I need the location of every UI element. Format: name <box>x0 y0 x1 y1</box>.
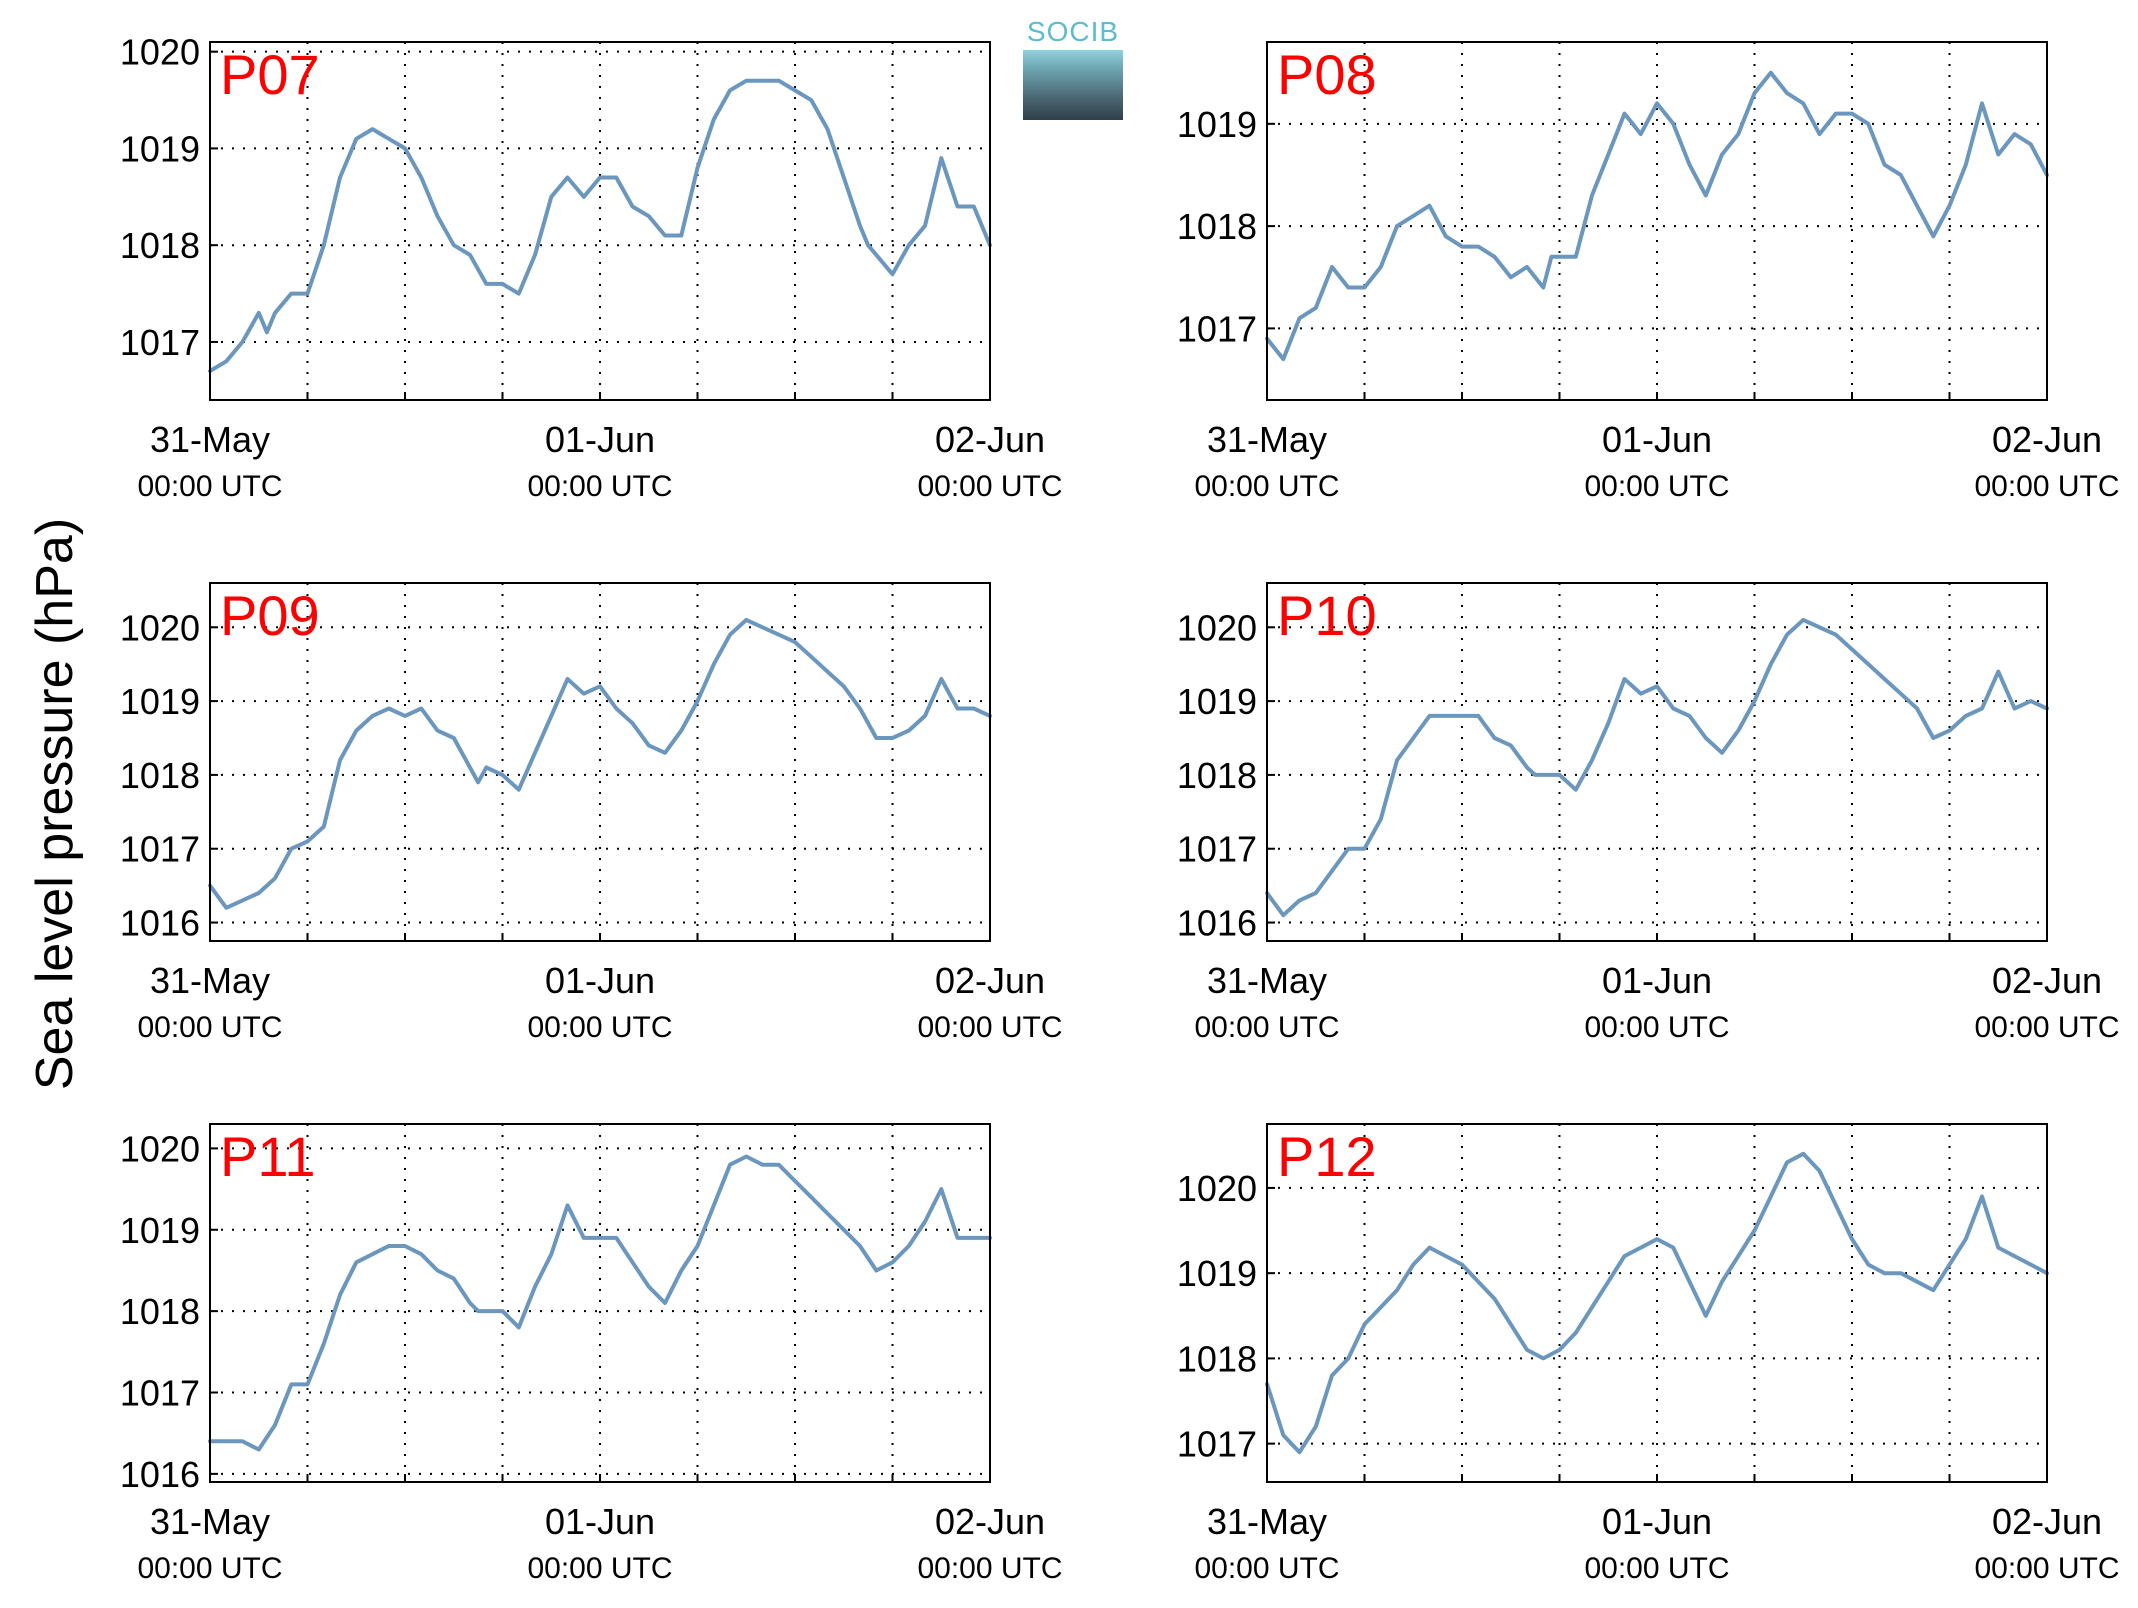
x-tick-label-time: 00:00 UTC <box>1194 470 1339 503</box>
x-tick-label-time: 00:00 UTC <box>137 1011 282 1044</box>
y-tick-label: 1019 <box>1177 681 1257 722</box>
x-tick-label-time: 00:00 UTC <box>527 470 672 503</box>
panel-p11: 1016 1017 1018 1019 1020 31-May 00:00 UTC 01-Ju… <box>120 1123 1063 1585</box>
series-line <box>1265 617 2049 918</box>
x-tick-label-time: 00:00 UTC <box>1194 1552 1339 1585</box>
series-line <box>208 78 992 373</box>
x-tick-label-date: 31-May <box>1207 419 1327 460</box>
x-tick-label-date: 31-May <box>1207 1501 1327 1542</box>
y-tick-label: 1019 <box>120 1210 200 1251</box>
y-tick-label: 1017 <box>120 829 200 870</box>
x-tick-label-time: 00:00 UTC <box>1584 1552 1729 1585</box>
x-tick-label-time: 00:00 UTC <box>137 1552 282 1585</box>
x-tick-label-time: 00:00 UTC <box>1974 1011 2119 1044</box>
y-tick-label: 1017 <box>1177 308 1257 349</box>
x-tick-label-date: 02-Jun <box>935 419 1045 460</box>
socib-logo: SOCIB <box>1021 16 1125 122</box>
panel-p10: 1016 1017 1018 1019 1020 31-May 00:00 UTC 01-Ju… <box>1177 582 2120 1044</box>
x-tick-label-time: 00:00 UTC <box>1584 1011 1729 1044</box>
x-tick-label-date: 01-Jun <box>545 960 655 1001</box>
logo-text: SOCIB <box>1026 16 1120 47</box>
x-tick-label-time: 00:00 UTC <box>527 1011 672 1044</box>
x-tick-label-date: 01-Jun <box>1602 960 1712 1001</box>
y-tick-label: 1018 <box>1177 1338 1257 1379</box>
x-tick-label-date: 01-Jun <box>1602 419 1712 460</box>
y-tick-label: 1018 <box>120 225 200 266</box>
series-line <box>208 1154 992 1452</box>
axes-frame <box>1266 1123 2048 1483</box>
x-tick-label-date: 02-Jun <box>1992 960 2102 1001</box>
y-tick-label: 1018 <box>1177 206 1257 247</box>
series-line <box>1265 70 2049 362</box>
axes-frame <box>1266 41 2048 401</box>
series-line <box>208 617 992 910</box>
x-tick-label-date: 02-Jun <box>935 1501 1045 1542</box>
x-tick-label-date: 31-May <box>150 960 270 1001</box>
y-tick-label: 1017 <box>120 1373 200 1414</box>
y-tick-label: 1016 <box>120 903 200 944</box>
y-tick-label: 1017 <box>1177 1424 1257 1465</box>
panel-title: P08 <box>1277 43 1377 106</box>
y-tick-label: 1020 <box>1177 607 1257 648</box>
x-tick-label-time: 00:00 UTC <box>1974 1552 2119 1585</box>
panel-p12: 1017 1018 1019 1020 31-May 00:00 UTC 01-Jun 00:… <box>1177 1123 2120 1585</box>
axes-frame <box>209 1123 991 1483</box>
x-tick-label-date: 02-Jun <box>1992 1501 2102 1542</box>
axes-frame <box>209 582 991 942</box>
series-line <box>1265 1151 2049 1455</box>
y-tick-label: 1020 <box>120 607 200 648</box>
y-tick-label: 1020 <box>120 32 200 73</box>
x-tick-label-time: 00:00 UTC <box>917 1552 1062 1585</box>
y-tick-label: 1019 <box>120 681 200 722</box>
x-tick-label-time: 00:00 UTC <box>1584 470 1729 503</box>
y-tick-label: 1019 <box>120 128 200 169</box>
panel-p09: 1016 1017 1018 1019 1020 31-May 00:00 UTC 01-Ju… <box>120 582 1063 1044</box>
x-tick-label-time: 00:00 UTC <box>1974 470 2119 503</box>
y-tick-label: 1018 <box>120 755 200 796</box>
x-tick-label-time: 00:00 UTC <box>1194 1011 1339 1044</box>
x-tick-label-date: 02-Jun <box>1992 419 2102 460</box>
y-tick-label: 1019 <box>1177 1253 1257 1294</box>
panel-title: P10 <box>1277 584 1377 647</box>
y-tick-label: 1020 <box>120 1128 200 1169</box>
axes-frame <box>209 41 991 401</box>
panel-title: P11 <box>220 1125 315 1188</box>
x-tick-label-date: 02-Jun <box>935 960 1045 1001</box>
axes-frame <box>1266 582 2048 942</box>
x-tick-label-date: 01-Jun <box>545 419 655 460</box>
panel-title: P09 <box>220 584 320 647</box>
panel-title: P12 <box>1277 1125 1377 1188</box>
x-tick-label-date: 01-Jun <box>1602 1501 1712 1542</box>
y-tick-label: 1020 <box>1177 1168 1257 1209</box>
y-tick-label: 1018 <box>1177 755 1257 796</box>
y-tick-label: 1016 <box>120 1454 200 1495</box>
x-tick-label-date: 01-Jun <box>545 1501 655 1542</box>
x-tick-label-date: 31-May <box>150 419 270 460</box>
x-tick-label-time: 00:00 UTC <box>137 470 282 503</box>
y-tick-label: 1017 <box>1177 829 1257 870</box>
panel-p08: 1017 1018 1019 31-May 00:00 UTC 01-Jun 00:00 U… <box>1177 41 2120 503</box>
x-tick-label-date: 31-May <box>150 1501 270 1542</box>
x-tick-label-time: 00:00 UTC <box>917 1011 1062 1044</box>
y-tick-label: 1017 <box>120 322 200 363</box>
x-tick-label-time: 00:00 UTC <box>917 470 1062 503</box>
panel-p07: 1017 1018 1019 1020 31-May 00:00 UTC 01-Jun 00:… <box>120 32 1063 503</box>
y-tick-label: 1019 <box>1177 104 1257 145</box>
y-tick-label: 1016 <box>1177 903 1257 944</box>
x-tick-label-time: 00:00 UTC <box>527 1552 672 1585</box>
panel-title: P07 <box>220 43 320 106</box>
logo-graphic <box>1023 50 1123 120</box>
x-tick-label-date: 31-May <box>1207 960 1327 1001</box>
y-tick-label: 1018 <box>120 1291 200 1332</box>
